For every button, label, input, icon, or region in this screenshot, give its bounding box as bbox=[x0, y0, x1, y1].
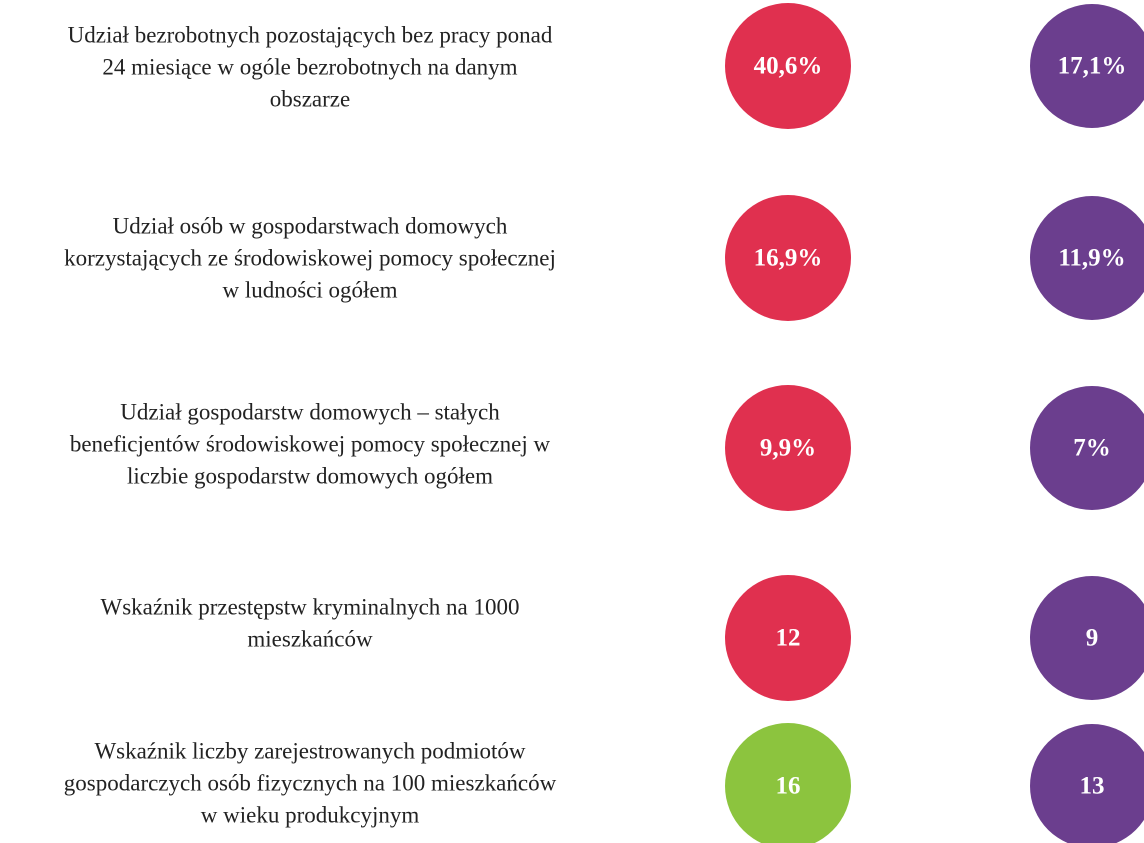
left-value: 16,9% bbox=[754, 245, 823, 272]
right-circle bbox=[1030, 724, 1144, 843]
indicator-label: Wskaźnik liczby zarejestrowanych podmiot… bbox=[94, 738, 525, 763]
left-circle bbox=[725, 195, 851, 321]
indicator-label: Wskaźnik przestępstw kryminalnych na 100… bbox=[101, 594, 520, 619]
indicator-label: korzystających ze środowiskowej pomocy s… bbox=[64, 245, 556, 270]
left-circle bbox=[725, 723, 851, 843]
left-value: 40,6% bbox=[754, 53, 823, 80]
indicator-label: gospodarczych osób fizycznych na 100 mie… bbox=[64, 770, 557, 795]
right-value: 9 bbox=[1086, 625, 1099, 652]
left-value: 12 bbox=[776, 625, 801, 652]
indicator-label: Udział osób w gospodarstwach domowych bbox=[113, 213, 508, 238]
right-circle bbox=[1030, 386, 1144, 510]
indicator-label: 24 miesiące w ogóle bezrobotnych na dany… bbox=[102, 54, 517, 79]
right-circle bbox=[1030, 576, 1144, 700]
left-value: 9,9% bbox=[760, 435, 816, 462]
right-circle bbox=[1030, 4, 1144, 128]
indicator-label: liczbie gospodarstw domowych ogółem bbox=[127, 463, 493, 488]
left-circle bbox=[725, 385, 851, 511]
right-value: 17,1% bbox=[1058, 53, 1127, 80]
indicator-label: Udział bezrobotnych pozostających bez pr… bbox=[68, 22, 553, 47]
indicator-label: Udział gospodarstw domowych – stałych bbox=[120, 399, 500, 424]
indicator-label: w wieku produkcyjnym bbox=[201, 802, 420, 827]
indicator-label: mieszkańców bbox=[247, 626, 373, 651]
indicator-label: beneficjentów środowiskowej pomocy społe… bbox=[70, 431, 551, 456]
left-circle bbox=[725, 3, 851, 129]
right-value: 11,9% bbox=[1058, 245, 1125, 272]
indicator-label: w ludności ogółem bbox=[222, 277, 397, 302]
left-value: 16 bbox=[776, 773, 801, 800]
right-value: 13 bbox=[1080, 773, 1105, 800]
left-circle bbox=[725, 575, 851, 701]
indicator-label: obszarze bbox=[270, 86, 350, 111]
right-value: 7% bbox=[1073, 435, 1111, 462]
right-circle bbox=[1030, 196, 1144, 320]
